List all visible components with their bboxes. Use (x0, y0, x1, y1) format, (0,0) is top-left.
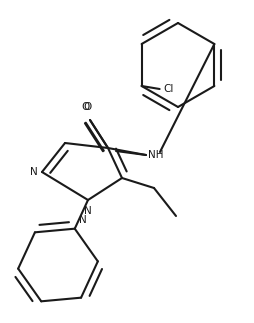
Text: N: N (30, 167, 38, 177)
Text: Cl: Cl (163, 84, 173, 94)
Text: N: N (84, 206, 91, 216)
Text: NH: NH (147, 150, 163, 160)
Text: O: O (82, 102, 90, 112)
Text: N: N (78, 215, 86, 225)
Text: O: O (84, 102, 92, 112)
